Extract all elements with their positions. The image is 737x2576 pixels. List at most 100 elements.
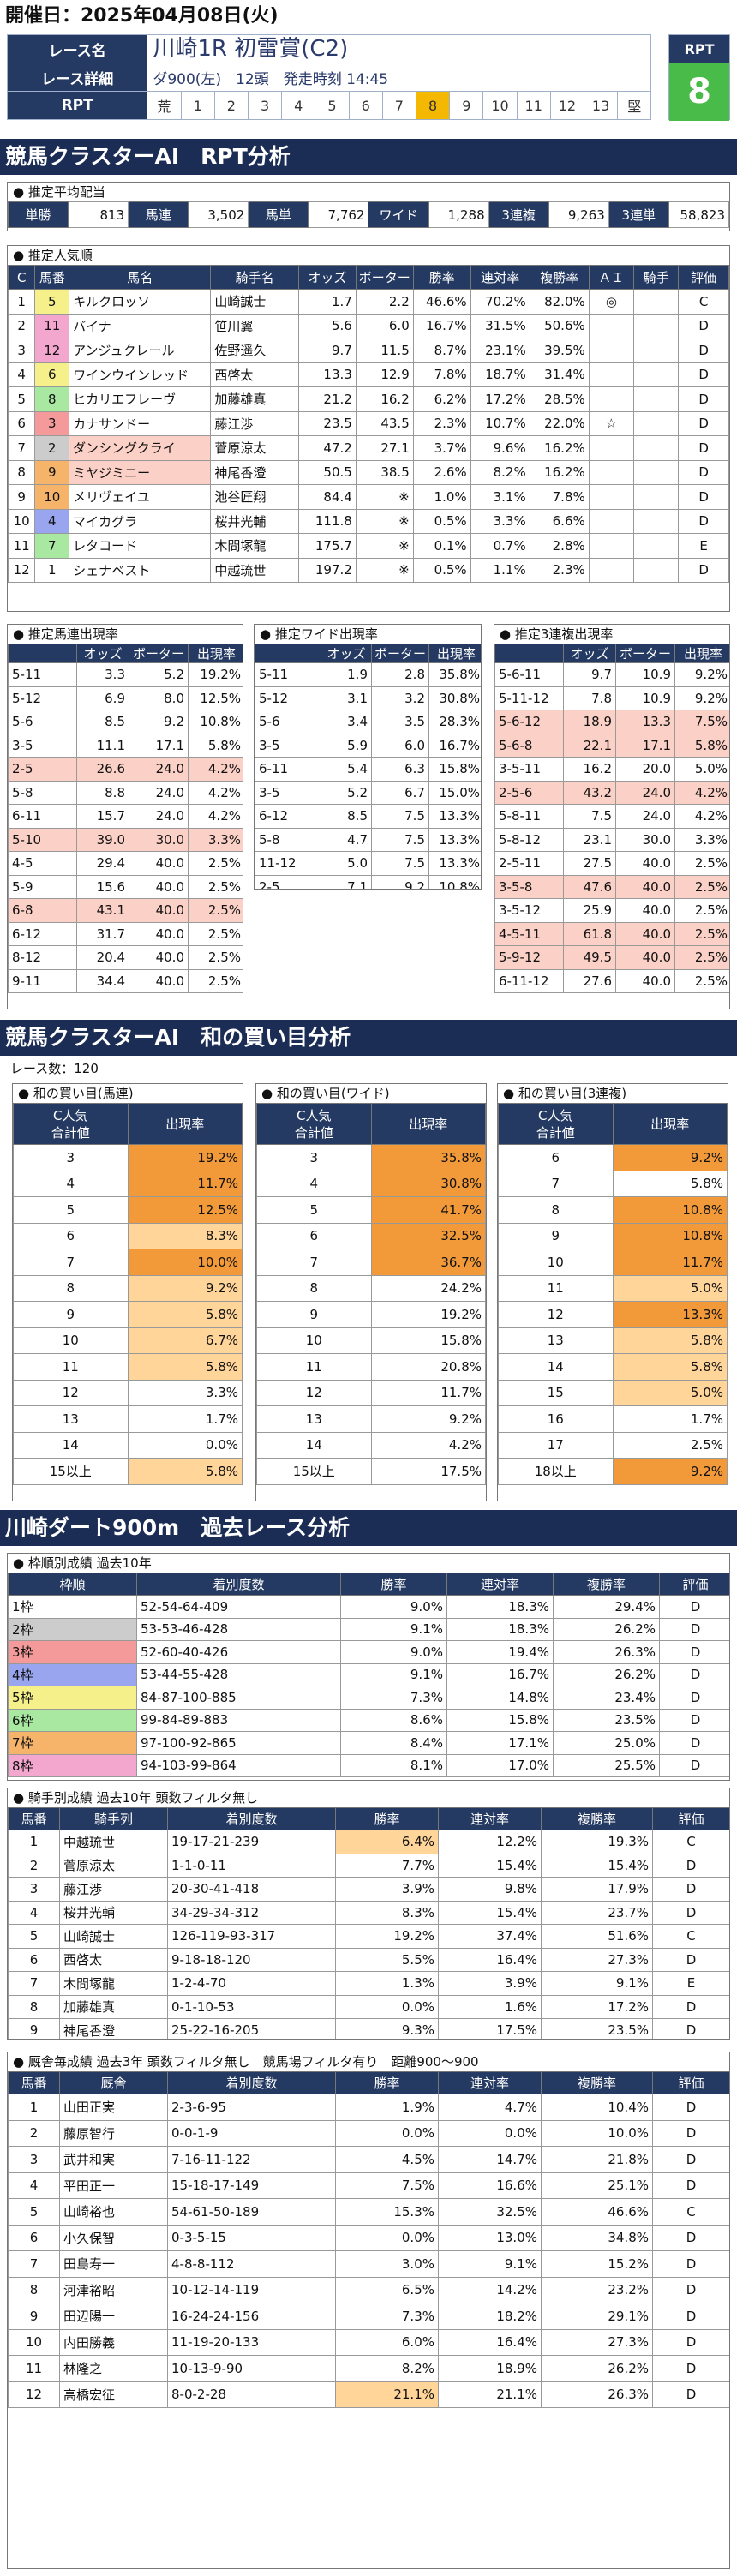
trio-title: ● 推定3連複出現率 xyxy=(500,626,614,642)
popularity-cell: シェナベスト xyxy=(69,557,212,583)
popularity-header: ボーター xyxy=(355,265,414,290)
table-row: 5 8 ヒカリエフレーヴ 加藤雄真 21.2 16.2 6.2% 17.2% 28.5% D xyxy=(8,386,729,412)
rpt-scale-cell: 13 xyxy=(583,91,619,120)
table-row: 13 5.8% xyxy=(498,1327,728,1354)
trainer-cell: 21.1% xyxy=(335,2381,439,2408)
popularity-cell: 3 xyxy=(34,410,70,436)
sum_umaren-cell: 19.2% xyxy=(127,1144,243,1171)
wide-cell: 5.4 xyxy=(321,757,372,782)
trainer-cell: D xyxy=(652,2146,729,2173)
trainer-cell: 15-18-17-149 xyxy=(167,2172,336,2199)
rpt-scale-cell: 2 xyxy=(213,91,249,120)
rpt-box-label: RPT xyxy=(669,35,729,63)
table-row: 2 11 バイナ 笹川翼 5.6 6.0 16.7% 31.5% 50.6% D xyxy=(8,313,729,338)
sum_wide-cell: 15以上 xyxy=(256,1458,372,1485)
waku-cell: 17.1% xyxy=(446,1731,554,1755)
popularity-cell: ☆ xyxy=(588,410,635,436)
trainer-cell: 0.0% xyxy=(438,2119,542,2147)
waku-cell: 26.2% xyxy=(553,1662,660,1686)
trio-cell: 5-6-11 xyxy=(494,662,564,687)
wide-cell: 5-6 xyxy=(255,710,321,734)
wide-cell: 5-8 xyxy=(255,827,321,852)
trainer-cell: D xyxy=(652,2119,729,2147)
umaren-cell: 3.3% xyxy=(188,827,243,852)
umaren-cell: 6-11 xyxy=(8,804,77,829)
sum_umaren-table: C人気 合計値 出現率 3 19.2% 4 11.7% 5 12.5% 6 8.3% 7 10.0% 8… xyxy=(13,1103,243,1485)
table-row: 2 菅原涼太 1-1-0-11 7.7% 15.4% 15.4% D xyxy=(8,1853,729,1878)
jockey-header: 勝率 xyxy=(335,1807,439,1830)
trainer-cell: 10 xyxy=(8,2328,60,2356)
table-row: 5 山崎裕也 54-61-50-189 15.3% 32.5% 46.6% C xyxy=(8,2198,729,2226)
popularity-cell: ※ xyxy=(355,533,414,559)
popularity-cell: キルクロッソ xyxy=(69,289,212,315)
waku-cell: 9.1% xyxy=(340,1617,447,1641)
trainer-cell: 0-3-5-15 xyxy=(167,2224,336,2251)
waku-cell: 84-87-100-885 xyxy=(136,1686,341,1710)
popularity-cell: 6.2% xyxy=(412,386,471,412)
table-row: 11 5.8% xyxy=(13,1353,243,1381)
trio-cell: 7.5 xyxy=(563,804,616,829)
table-row: 7 2 ダンシングクライ 菅原涼太 47.2 27.1 3.7% 9.6% 16.2% D xyxy=(8,435,729,461)
wide-cell: 5-12 xyxy=(255,686,321,710)
table-row: 3-5 11.1 17.1 5.8% xyxy=(8,733,243,758)
umaren-cell: 2.5% xyxy=(188,945,243,970)
trainer-cell: 7-16-11-122 xyxy=(167,2146,336,2173)
table-row: 11 5.0% xyxy=(498,1274,728,1302)
trio-cell: 4-5-11 xyxy=(494,921,564,946)
popularity-cell: 50.5 xyxy=(297,459,357,485)
trainer-cell: 18.2% xyxy=(438,2303,542,2330)
umaren-cell: 24.0 xyxy=(129,780,189,805)
popularity-cell: 8.7% xyxy=(412,338,471,363)
umaren-cell: 10.8% xyxy=(188,710,243,734)
popularity-cell: 2 xyxy=(34,435,70,461)
jockey-cell: 19.2% xyxy=(335,1924,439,1949)
trainer-cell: 34.8% xyxy=(541,2224,653,2251)
sum_trio-cell: 6 xyxy=(498,1144,614,1171)
popularity-cell xyxy=(588,484,635,510)
jockey-cell: 1 xyxy=(8,1830,60,1854)
trainer-cell: 11-19-20-133 xyxy=(167,2328,336,2356)
popularity-cell xyxy=(633,289,680,315)
trainer-cell: 4.5% xyxy=(335,2146,439,2173)
trainer-cell: 15.2% xyxy=(541,2250,653,2278)
popularity-cell: 16.7% xyxy=(412,313,471,338)
trainer-cell: 27.3% xyxy=(541,2328,653,2356)
popularity-cell: 5 xyxy=(34,289,70,315)
trainer-cell: 小久保智 xyxy=(59,2224,168,2251)
table-row: 8枠 94-103-99-864 8.1% 17.0% 25.5% D xyxy=(8,1753,729,1777)
sum_trio-cell: 16 xyxy=(498,1405,614,1433)
waku-cell: 5枠 xyxy=(8,1686,137,1710)
popularity-cell: D xyxy=(678,435,729,461)
wide-cell: 5-11 xyxy=(255,662,321,687)
trio-cell: 9.2% xyxy=(674,662,729,687)
jockey-cell: 7 xyxy=(8,1971,60,1996)
table-row: 9 田辺陽一 16-24-24-156 7.3% 18.2% 29.1% D xyxy=(8,2303,729,2330)
jockey-cell: C xyxy=(652,1924,729,1949)
jockey-cell: 菅原涼太 xyxy=(59,1853,168,1878)
popularity-cell xyxy=(633,435,680,461)
waku-cell: 99-84-89-883 xyxy=(136,1708,341,1732)
jockey-cell: 1-1-0-11 xyxy=(167,1853,336,1878)
umaren-cell: 5-11 xyxy=(8,662,77,687)
trainer-cell: D xyxy=(652,2094,729,2121)
trainer-cell: D xyxy=(652,2381,729,2408)
popularity-cell: 9.6% xyxy=(470,435,530,461)
sum_trio-cell: 10 xyxy=(498,1249,614,1276)
popularity-cell: 桜井光輔 xyxy=(210,508,299,534)
umaren-header: オッズ xyxy=(76,644,129,663)
popularity-cell: D xyxy=(678,313,729,338)
jockey-cell: 23.5% xyxy=(541,2018,653,2039)
waku-cell: 53-44-55-428 xyxy=(136,1662,341,1686)
jockey-cell: 16.4% xyxy=(438,1947,542,1972)
umaren-box: ● 推定馬連出現率 オッズ ボーター 出現率 5-11 3.3 5.2 19.2% 5-12 6.… xyxy=(7,624,243,1009)
jockey-cell: 23.7% xyxy=(541,1900,653,1925)
jockey-cell: 山崎誠士 xyxy=(59,1924,168,1949)
jockey-cell: 51.6% xyxy=(541,1924,653,1949)
table-row: 6 3 カナサンドー 藤江渉 23.5 43.5 2.3% 10.7% 22.0% ☆ D xyxy=(8,410,729,436)
trainer-cell: 8.2% xyxy=(335,2355,439,2382)
trainer-header: 連対率 xyxy=(438,2071,542,2094)
sum_umaren-cell: 3.3% xyxy=(127,1379,243,1406)
sum_wide-cell: 11.7% xyxy=(370,1379,486,1406)
table-row: 10 4 マイカグラ 桜井光輔 111.8 ※ 0.5% 3.3% 6.6% D xyxy=(8,508,729,534)
sum_wide-box: ● 和の買い目(ワイド) C人気 合計値 出現率 3 35.8% 4 30.8% 5 41.7%… xyxy=(255,1083,487,1501)
